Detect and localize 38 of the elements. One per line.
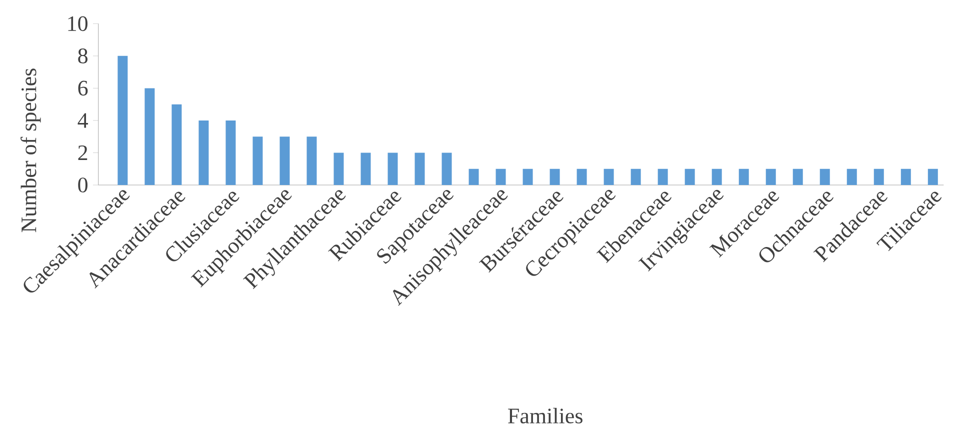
bar — [792, 168, 803, 185]
bar — [226, 120, 236, 185]
bar — [684, 168, 695, 185]
bar — [738, 168, 749, 185]
bar — [900, 168, 911, 185]
bar — [712, 168, 722, 185]
bar — [468, 168, 479, 185]
y-tick-label: 2 — [78, 145, 88, 160]
bar — [388, 152, 398, 185]
bar — [630, 168, 641, 185]
bar — [604, 168, 614, 185]
bar — [522, 168, 533, 185]
y-tick-label: 10 — [68, 16, 88, 32]
bar — [658, 168, 668, 185]
y-tick-label: 6 — [78, 80, 88, 96]
bar — [874, 168, 884, 185]
bar — [360, 152, 371, 185]
bar — [928, 168, 938, 185]
bar — [442, 152, 452, 185]
y-tick-label: 4 — [78, 113, 88, 128]
bar — [550, 168, 560, 185]
x-axis-title: Families — [508, 408, 582, 424]
bar — [820, 168, 830, 185]
bar — [846, 168, 857, 185]
bar — [496, 168, 506, 185]
y-tick-label: 8 — [78, 48, 88, 64]
bar — [252, 136, 263, 185]
bar — [198, 120, 209, 185]
bar — [334, 152, 344, 185]
bar — [144, 88, 155, 185]
bar — [280, 136, 290, 185]
bar — [306, 136, 317, 185]
bar — [414, 152, 425, 185]
bar — [172, 104, 182, 185]
y-tick-label: 0 — [78, 178, 88, 192]
bar — [576, 168, 587, 185]
bar — [766, 168, 776, 185]
bar — [118, 56, 128, 185]
